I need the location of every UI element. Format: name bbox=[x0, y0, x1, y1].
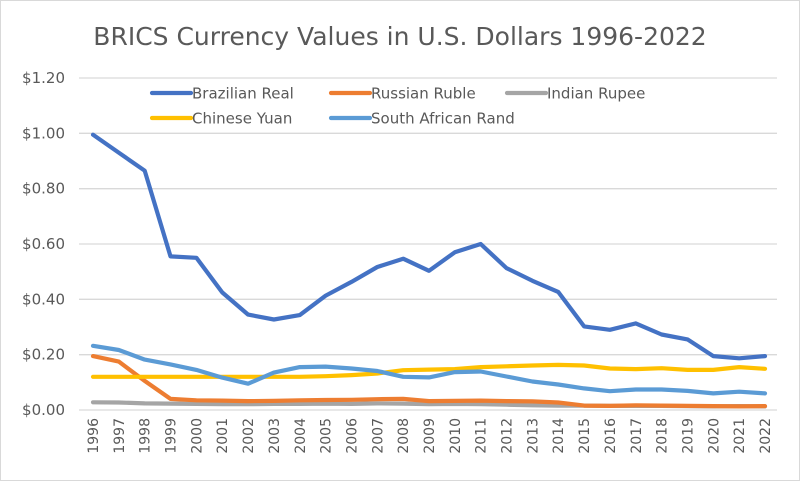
x-tick-label: 2007 bbox=[370, 418, 386, 454]
x-tick-label: 2000 bbox=[189, 418, 205, 454]
x-tick-label: 1999 bbox=[164, 418, 180, 454]
x-tick-label: 2001 bbox=[215, 418, 231, 454]
y-axis: $0.00 $0.20 $0.40 $0.60 $0.80 $1.00 $1.20 bbox=[22, 69, 65, 419]
legend-label: Chinese Yuan bbox=[192, 110, 292, 128]
legend-item: Chinese Yuan bbox=[149, 110, 292, 128]
x-tick-label: 2018 bbox=[655, 418, 671, 454]
series-line-chinese-yuan bbox=[90, 362, 768, 379]
y-tick-label: $1.20 bbox=[22, 69, 65, 87]
x-tick-label: 2009 bbox=[422, 418, 438, 454]
legend-label: Indian Rupee bbox=[547, 85, 645, 103]
x-tick-label: 2017 bbox=[629, 418, 645, 454]
x-tick-label: 2013 bbox=[525, 418, 541, 454]
series-line-russian-ruble bbox=[90, 354, 768, 409]
legend: Brazilian Real Russian Ruble Indian Rupee C… bbox=[149, 85, 645, 128]
legend-label: South African Rand bbox=[371, 110, 515, 128]
legend-item: Indian Rupee bbox=[504, 85, 645, 103]
series-line-brazilian-real bbox=[90, 132, 768, 361]
x-tick-label: 2011 bbox=[474, 418, 490, 454]
legend-label: Brazilian Real bbox=[192, 85, 294, 103]
x-tick-label: 2008 bbox=[396, 418, 412, 454]
x-tick-label: 2015 bbox=[577, 418, 593, 454]
y-tick-label: $0.40 bbox=[22, 290, 65, 308]
y-tick-label: $0.80 bbox=[22, 180, 65, 198]
x-tick-label: 2003 bbox=[267, 418, 283, 454]
y-tick-label: $0.20 bbox=[22, 346, 65, 364]
series-lines bbox=[90, 132, 768, 409]
y-tick-label: $0.60 bbox=[22, 235, 65, 253]
x-axis: 1996 1997 1998 1999 2000 2001 2002 2003 2004 2005… bbox=[86, 418, 774, 454]
x-tick-label: 1996 bbox=[86, 418, 102, 454]
x-tick-label: 1998 bbox=[138, 418, 154, 454]
gridlines bbox=[79, 77, 777, 411]
x-tick-label: 1997 bbox=[112, 418, 128, 454]
x-tick-label: 2019 bbox=[680, 418, 696, 454]
x-tick-label: 2006 bbox=[344, 418, 360, 454]
legend-item: South African Rand bbox=[328, 110, 515, 128]
legend-label: Russian Ruble bbox=[371, 85, 476, 103]
x-tick-label: 2016 bbox=[603, 418, 619, 454]
x-tick-label: 2014 bbox=[551, 418, 567, 454]
x-tick-label: 2010 bbox=[448, 418, 464, 454]
chart-title: BRICS Currency Values in U.S. Dollars 19… bbox=[93, 22, 706, 51]
x-tick-label: 2005 bbox=[319, 418, 335, 454]
legend-item: Russian Ruble bbox=[328, 85, 476, 103]
series-line-south-african-rand bbox=[90, 343, 768, 396]
x-tick-label: 2002 bbox=[241, 418, 257, 454]
x-tick-label: 2012 bbox=[500, 418, 516, 454]
x-tick-label: 2020 bbox=[706, 418, 722, 454]
x-tick-label: 2022 bbox=[758, 418, 774, 454]
y-tick-label: $1.00 bbox=[22, 124, 65, 142]
legend-item: Brazilian Real bbox=[149, 85, 294, 103]
x-tick-label: 2004 bbox=[293, 418, 309, 454]
y-tick-label: $0.00 bbox=[22, 401, 65, 419]
x-tick-label: 2021 bbox=[732, 418, 748, 454]
